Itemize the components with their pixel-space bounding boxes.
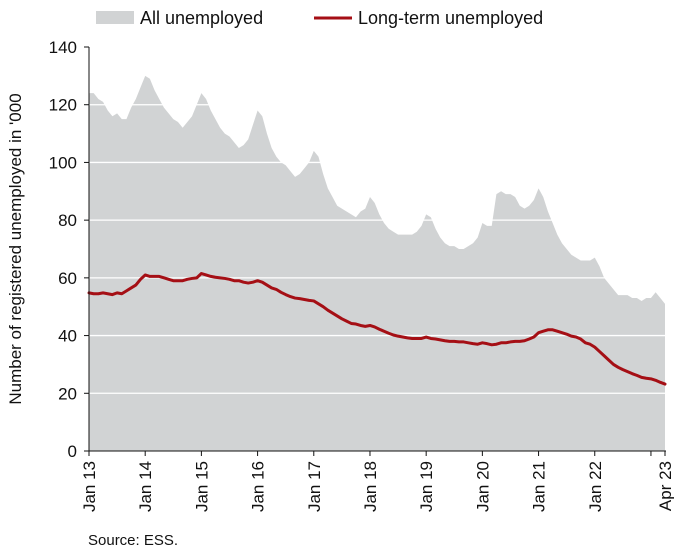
- x-tick-label-9: Jan 22: [586, 461, 605, 512]
- y-tick-label-20: 20: [58, 384, 77, 403]
- series-all-unemployed-area: [89, 75, 665, 452]
- y-tick-label-40: 40: [58, 327, 77, 346]
- source-note: Source: ESS.: [88, 532, 179, 549]
- y-axis-label: Number of registered unemployed in '000: [6, 93, 25, 404]
- x-tick-label-2: Jan 15: [192, 461, 211, 512]
- series-long-term-unemployed-line: [87, 272, 667, 386]
- x-tick-label-10: Apr 23: [656, 461, 674, 511]
- y-tick-label-120: 120: [49, 96, 77, 115]
- y-tick-label-60: 60: [58, 269, 77, 288]
- legend-label-all-unemployed: All unemployed: [140, 8, 263, 28]
- plot-area: 0 20 40 60 80 100 120 140 Jan 13 Jan 14 Jan 15 Jan …: [49, 38, 674, 512]
- y-tick-label-100: 100: [49, 153, 77, 172]
- x-tick-label-8: Jan 21: [530, 461, 549, 512]
- y-tick-label-0: 0: [68, 442, 77, 461]
- x-tick-label-4: Jan 17: [305, 461, 324, 512]
- legend: All unemployed Long-term unemployed: [96, 8, 543, 28]
- x-tick-label-0: Jan 13: [80, 461, 99, 512]
- y-tick-label-80: 80: [58, 211, 77, 230]
- y-tick-label-140: 140: [49, 38, 77, 57]
- x-tick-label-6: Jan 19: [417, 461, 436, 512]
- x-tick-label-5: Jan 18: [361, 461, 380, 512]
- legend-swatch-all-unemployed: [96, 11, 134, 24]
- legend-label-long-term-unemployed: Long-term unemployed: [358, 8, 543, 28]
- x-tick-label-1: Jan 14: [136, 461, 155, 512]
- x-tick-label-7: Jan 20: [473, 461, 492, 512]
- x-tick-label-3: Jan 16: [249, 461, 268, 512]
